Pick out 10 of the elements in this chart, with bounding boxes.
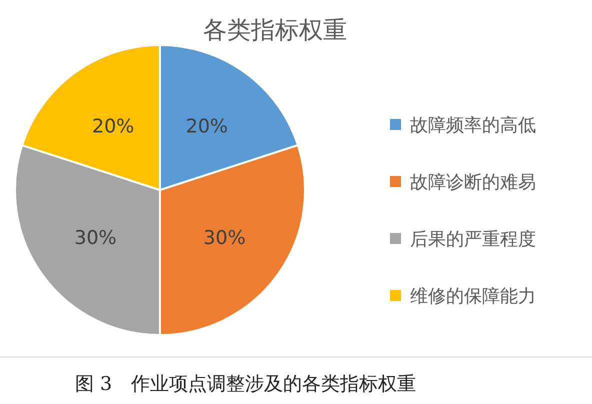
caption: 图 3 作业项点调整涉及的各类指标权重: [75, 373, 416, 395]
data-label: 20%: [186, 115, 228, 138]
data-label: 30%: [74, 226, 117, 249]
legend-label: 故障频率的高低: [410, 115, 536, 136]
data-label: 20%: [92, 115, 134, 138]
data-label: 30%: [203, 226, 246, 249]
legend-label: 维修的保障能力: [410, 286, 536, 307]
legend-label: 后果的严重程度: [410, 229, 536, 250]
chart-title: 各类指标权重: [203, 16, 347, 44]
legend-label: 故障诊断的难易: [410, 172, 536, 193]
